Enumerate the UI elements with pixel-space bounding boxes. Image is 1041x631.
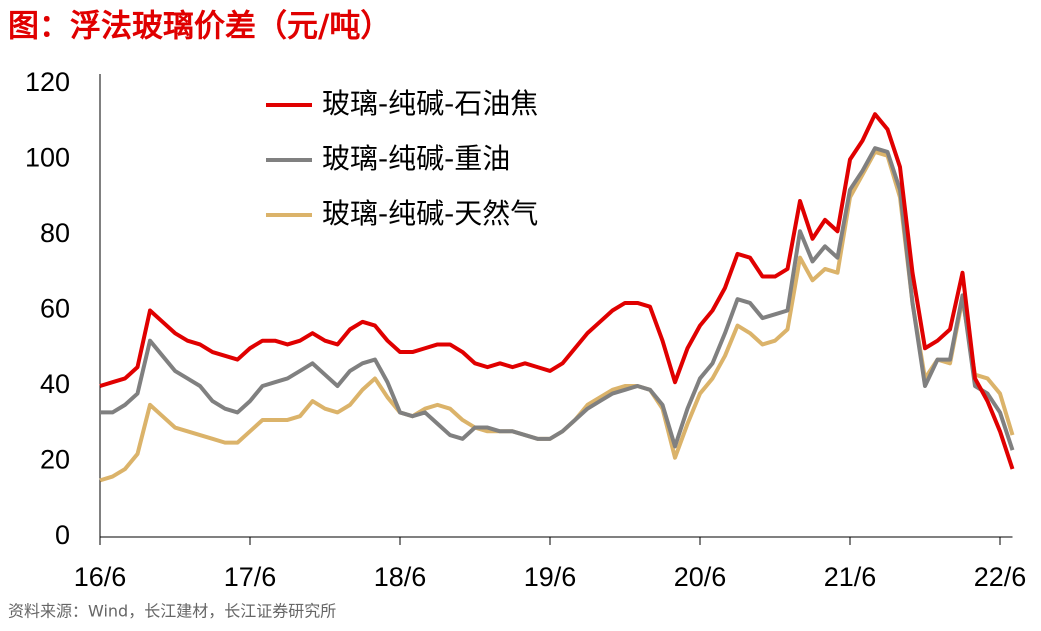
series-line xyxy=(99,112,1015,470)
y-tick-label: 120 xyxy=(25,67,70,97)
x-tick-label: 17/6 xyxy=(224,562,277,592)
series-line xyxy=(100,146,1015,451)
y-tick-label: 20 xyxy=(40,445,70,475)
x-tick-label: 22/6 xyxy=(974,562,1027,592)
chart-title: 图：浮法玻璃价差（元/吨） xyxy=(8,9,391,45)
series-line xyxy=(99,149,1015,483)
x-tick-label: 21/6 xyxy=(824,562,877,592)
y-tick-label: 40 xyxy=(40,369,70,399)
source-note: 资料来源：Wind，长江建材，长江证券研究所 xyxy=(8,602,336,621)
legend-label: 玻璃-纯碱-天然气 xyxy=(322,197,538,230)
y-tick-label: 100 xyxy=(25,143,70,173)
legend-label: 玻璃-纯碱-石油焦 xyxy=(322,87,538,120)
y-tick-label: 60 xyxy=(40,294,70,324)
x-tick-label: 20/6 xyxy=(674,562,727,592)
x-tick-label: 18/6 xyxy=(374,562,427,592)
x-tick-label: 19/6 xyxy=(524,562,577,592)
legend-label: 玻璃-纯碱-重油 xyxy=(322,142,510,175)
y-tick-label: 80 xyxy=(40,218,70,248)
x-tick-label: 16/6 xyxy=(74,562,127,592)
y-tick-label: 0 xyxy=(55,520,70,550)
